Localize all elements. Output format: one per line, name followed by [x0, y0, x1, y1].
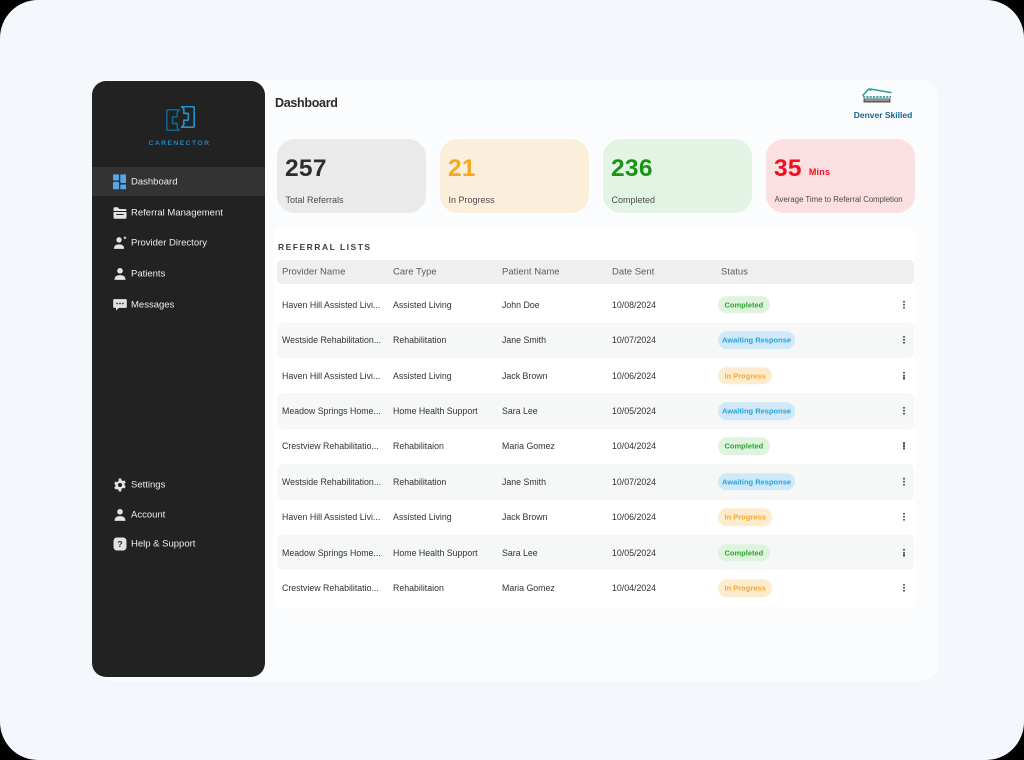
- svg-text:?: ?: [117, 539, 122, 549]
